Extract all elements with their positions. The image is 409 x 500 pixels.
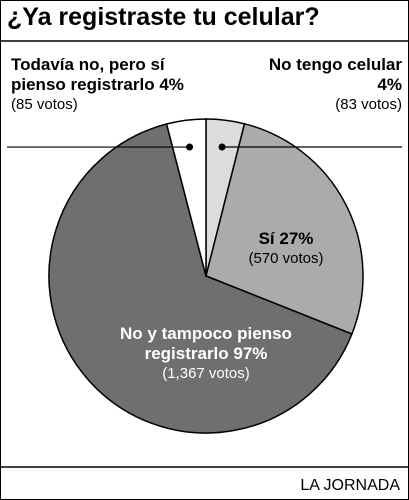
category-label: No tengo celular 4% bbox=[268, 55, 402, 94]
value-label: (570 votos) bbox=[248, 250, 324, 267]
value-label: (1,367 votos) bbox=[162, 365, 250, 382]
pie-slice bbox=[165, 118, 207, 277]
slice-label: Todavía no, pero sí pienso registrarlo 4… bbox=[11, 55, 211, 115]
pie-slice bbox=[48, 123, 353, 434]
slice-label: No y tampoco pienso registrarlo 97% (1,36… bbox=[96, 324, 316, 384]
slice-label: Sí 27% (570 votos) bbox=[226, 229, 346, 269]
category-label: No y tampoco pienso registrarlo 97% bbox=[120, 324, 292, 363]
leader-dot bbox=[186, 143, 194, 151]
slice-label: No tengo celular 4% (83 votos) bbox=[242, 55, 402, 115]
value-label: (83 votos) bbox=[335, 96, 402, 113]
value-label: (85 votos) bbox=[11, 96, 78, 113]
pie-slice bbox=[205, 122, 364, 335]
category-label: Sí 27% bbox=[258, 229, 314, 248]
source: LA JORNADA bbox=[300, 477, 400, 494]
leader-dot bbox=[218, 143, 226, 151]
category-label: Todavía no, pero sí pienso registrarlo 4… bbox=[11, 55, 184, 94]
chart-title: ¿Ya registraste tu celular? bbox=[7, 3, 320, 31]
